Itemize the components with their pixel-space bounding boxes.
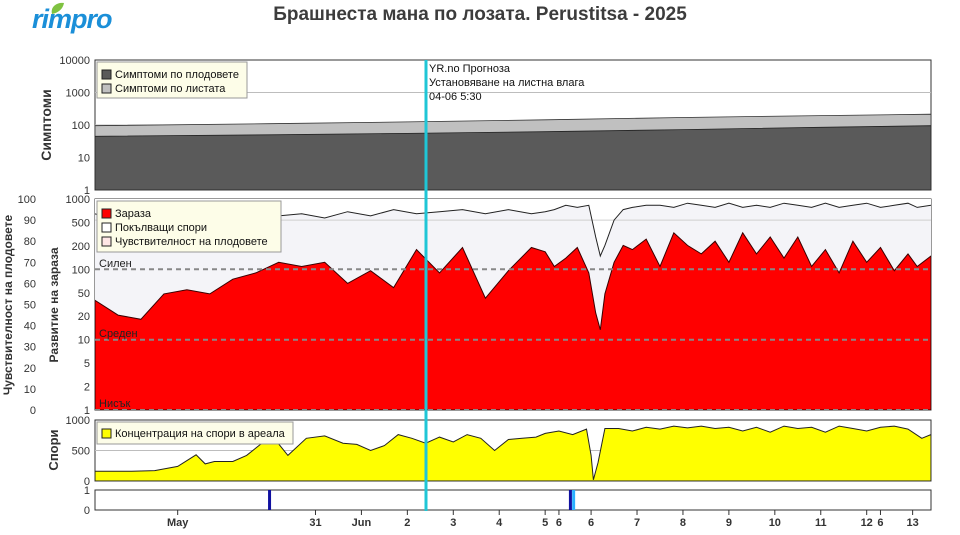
rain-tick-label: 1: [84, 485, 90, 497]
legend-swatch-leaf: [101, 83, 112, 94]
legend-swatch-fruit: [101, 69, 112, 80]
sensitivity-tick-label: 20: [24, 363, 36, 375]
rain-bar: [572, 490, 576, 510]
rain-bar: [568, 490, 572, 510]
sensitivity-tick-label: 70: [24, 257, 36, 269]
legend-label-fruit: Симптоми по плодовете: [115, 69, 239, 81]
symptoms-tick-label: 1: [84, 185, 90, 197]
x-tick-label: 10: [769, 517, 781, 529]
development-tick-label: 1000: [66, 194, 90, 206]
x-tick-label: 8: [680, 517, 686, 529]
infection-development-axis-label: Развитие на зараза: [47, 247, 61, 362]
legend-swatch-spores: [101, 428, 112, 439]
sensitivity-tick-label: 30: [24, 342, 36, 354]
spores-tick-label: 0: [84, 476, 90, 488]
legend-swatch-sensitivity: [101, 236, 112, 247]
rain-tick-label: 0: [84, 505, 90, 517]
forecast-source: YR.no Прогноза: [429, 63, 511, 75]
x-tick-label: 13: [907, 517, 919, 529]
sensitivity-tick-label: 90: [24, 215, 36, 227]
sensitivity-tick-label: 10: [24, 384, 36, 396]
x-tick-label: 9: [726, 517, 732, 529]
x-tick-label: 5: [542, 517, 548, 529]
fruit-symptoms-area: [95, 125, 931, 190]
development-tick-label: 500: [72, 217, 90, 229]
symptoms-tick-label: 10000: [59, 55, 90, 67]
x-tick-label: 6: [556, 517, 562, 529]
x-tick-label: Jun: [352, 517, 372, 529]
legend-label-sensitivity: Чувствителност на плодовете: [115, 236, 268, 248]
forecast-event: Установяване на листна влага: [429, 77, 585, 89]
risk-level-medium: Среден: [99, 328, 138, 340]
x-tick-label: May: [167, 517, 189, 529]
sensitivity-tick-label: 0: [30, 405, 36, 417]
risk-level-low: Нисък: [99, 398, 130, 410]
germinating-spores-line: [95, 202, 931, 258]
leaf-icon: [51, 2, 64, 14]
x-tick-label: 31: [309, 517, 321, 529]
forecast-datetime: 04-06 5:30: [429, 91, 482, 103]
forecast-note: YR.no Прогноза Установяване на листна вл…: [429, 63, 585, 103]
development-tick-label: 20: [78, 311, 90, 323]
legend-swatch-germinating: [101, 222, 112, 233]
chart-title: Брашнеста мана по лозата. Perustitsa - 2…: [273, 4, 687, 25]
rimpro-logo: rimpro: [32, 4, 113, 34]
legend-swatch-infection: [101, 208, 112, 219]
x-tick-label: 2: [404, 517, 410, 529]
symptoms-legend: Симптоми по плодовете Симптоми по листат…: [96, 61, 248, 99]
x-tick-label: 12: [861, 517, 873, 529]
legend-label-germinating: Покълващи спори: [115, 222, 207, 234]
rain-bar: [268, 490, 272, 510]
development-tick-label: 10: [78, 335, 90, 347]
development-tick-label: 200: [72, 241, 90, 253]
x-tick-label: 6: [877, 517, 883, 529]
development-tick-label: 5: [84, 358, 90, 370]
development-tick-label: 100: [72, 264, 90, 276]
x-tick-label: 7: [634, 517, 640, 529]
symptoms-axis-label: Симптоми: [38, 89, 54, 161]
development-tick-label: 2: [84, 382, 90, 394]
fruit-sensitivity-axis-label: Чувствителност на плодовете: [1, 215, 15, 396]
legend-label-leaf: Симптоми по листата: [115, 83, 226, 95]
sensitivity-tick-label: 50: [24, 300, 36, 312]
development-tick-label: 50: [78, 288, 90, 300]
spores-tick-label: 1000: [66, 415, 90, 427]
spores-axis-label: Спори: [46, 429, 61, 470]
risk-level-high: Силен: [99, 258, 132, 270]
sensitivity-tick-label: 60: [24, 278, 36, 290]
symptoms-tick-label: 100: [72, 120, 90, 132]
legend-label-infection: Зараза: [115, 208, 152, 220]
sensitivity-tick-label: 80: [24, 236, 36, 248]
symptoms-tick-label: 1000: [66, 88, 90, 100]
infection-legend: Зараза Покълващи спори Чувствителност на…: [96, 200, 282, 253]
symptoms-tick-label: 10: [78, 153, 90, 165]
x-tick-label: 3: [450, 517, 456, 529]
sensitivity-tick-label: 100: [18, 194, 36, 206]
legend-label-spores: Концентрация на спори в ареала: [115, 428, 286, 440]
sensitivity-tick-label: 40: [24, 321, 36, 333]
spores-tick-label: 500: [72, 446, 90, 458]
x-tick-label: 4: [496, 517, 503, 529]
x-tick-label: 6: [588, 517, 594, 529]
rain-panel: [94, 489, 932, 511]
x-tick-label: 11: [815, 517, 827, 529]
spores-legend: Концентрация на спори в ареала: [96, 421, 294, 445]
development-tick-label: 1: [84, 405, 90, 417]
